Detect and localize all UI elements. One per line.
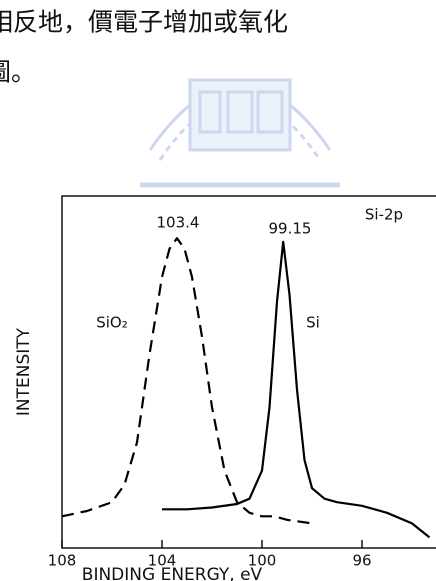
annotation: 99.15 bbox=[269, 220, 312, 238]
annotation: 103.4 bbox=[157, 214, 200, 232]
body-text: 圖。 bbox=[0, 58, 36, 87]
line-series bbox=[61, 237, 313, 525]
x-tick-label: 100 bbox=[248, 552, 277, 570]
y-axis-title: INTENSITY bbox=[14, 327, 34, 416]
x-tick-label: 104 bbox=[148, 552, 177, 570]
annotation: SiO₂ bbox=[96, 314, 128, 332]
annotation: Si bbox=[306, 314, 320, 332]
body-text: 相反地，價電子增加或氧化 bbox=[0, 8, 288, 37]
x-tick-label: 96 bbox=[352, 552, 371, 570]
x-axis-title: BINDING ENERGY, eV bbox=[82, 565, 263, 581]
watermark-logo bbox=[140, 78, 340, 188]
x-tick-label: 108 bbox=[48, 552, 77, 570]
annotation: Si-2p bbox=[365, 206, 403, 224]
line-series bbox=[162, 240, 431, 539]
